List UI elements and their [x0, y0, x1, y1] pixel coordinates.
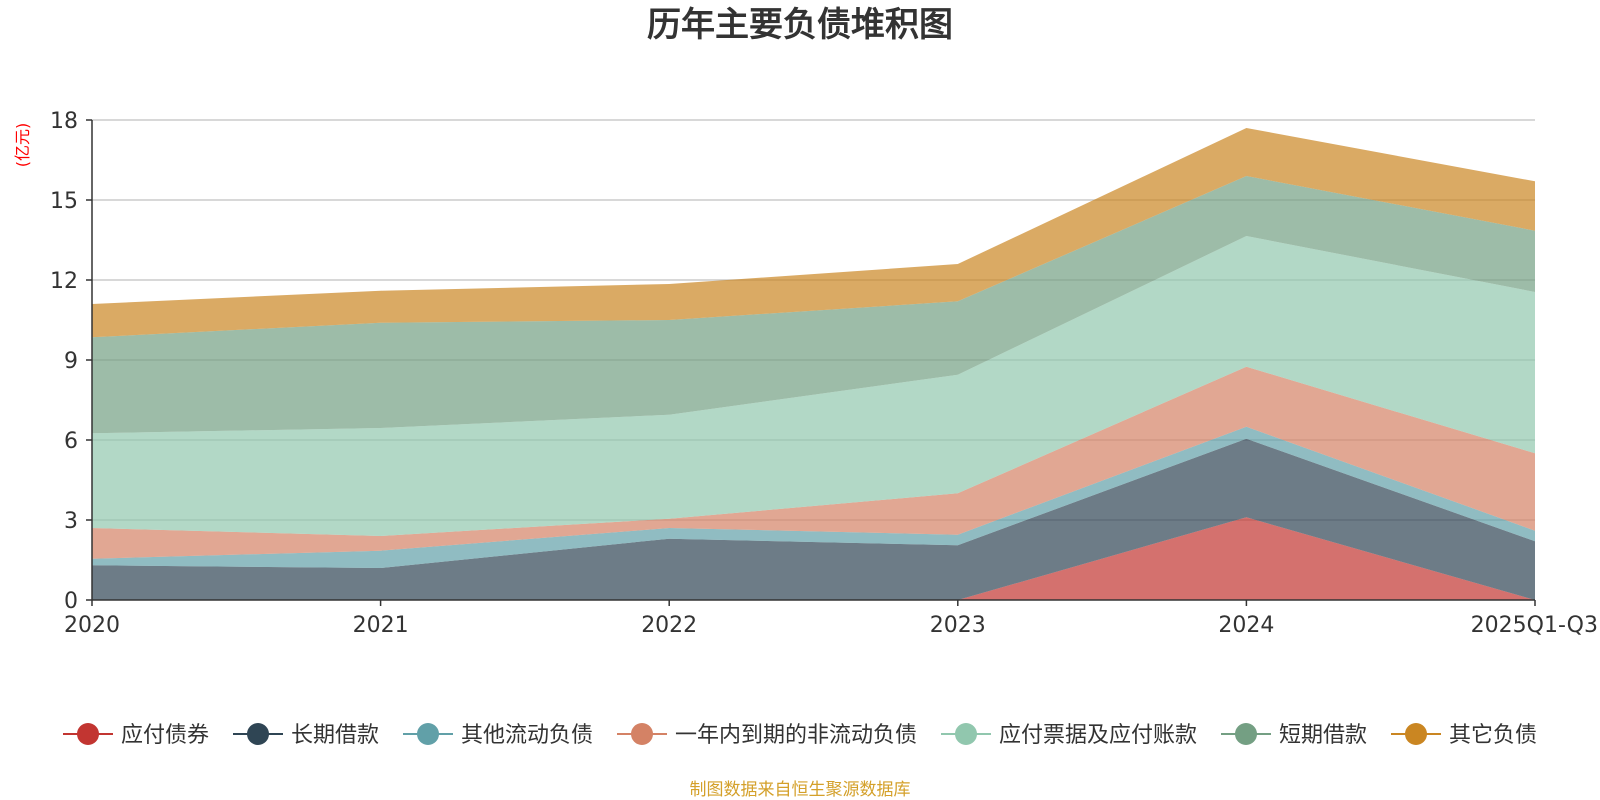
area-series-1: [92, 517, 1535, 600]
y-tick-label: 0: [64, 589, 78, 614]
legend-item[interactable]: 应付票据及应付账款: [941, 723, 1197, 748]
legend-marker: [247, 723, 269, 745]
legend-marker: [631, 723, 653, 745]
x-tick-label: 2022: [641, 613, 697, 638]
x-tick-label: 2020: [64, 613, 120, 638]
y-tick-label: 3: [64, 509, 78, 534]
legend-marker: [417, 723, 439, 745]
area-series-2: [92, 438, 1535, 600]
legend-marker: [1235, 723, 1257, 745]
legend-label: 其他流动负债: [461, 723, 593, 748]
legend-label: 其它负债: [1449, 723, 1537, 748]
legend-item[interactable]: 一年内到期的非流动负债: [617, 723, 917, 748]
source-note: 制图数据来自恒生聚源数据库: [690, 780, 911, 800]
x-tick-label: 2021: [353, 613, 409, 638]
x-tick-label: 2023: [930, 613, 986, 638]
y-tick-label: 6: [64, 429, 78, 454]
legend-label: 应付债券: [121, 723, 209, 748]
legend-item[interactable]: 短期借款: [1221, 723, 1367, 748]
chart-title: 历年主要负债堆积图: [647, 5, 953, 45]
area-series: [92, 128, 1535, 600]
x-tick-label: 2025Q1-Q3: [1471, 613, 1598, 638]
x-axis-ticks: 2020 2021 2022 2023 2024 2025Q1-Q3: [64, 600, 1598, 638]
legend-item[interactable]: 其他流动负债: [403, 723, 593, 748]
legend-item[interactable]: 其它负债: [1391, 723, 1537, 748]
y-axis-ticks: 0 3 6 9 12 15 18: [50, 109, 92, 614]
y-tick-label: 15: [50, 189, 78, 214]
legend-item[interactable]: 长期借款: [233, 723, 379, 748]
legend-label: 短期借款: [1279, 723, 1367, 748]
legend-marker: [955, 723, 977, 745]
legend-label: 长期借款: [291, 723, 379, 748]
y-tick-label: 12: [50, 269, 78, 294]
y-axis-unit-label: (亿元): [13, 123, 32, 168]
area-series-7: [92, 128, 1535, 338]
area-series-5: [92, 236, 1535, 536]
area-series-6: [92, 176, 1535, 434]
legend-marker: [77, 723, 99, 745]
area-series-4: [92, 366, 1535, 559]
y-tick-label: 18: [50, 109, 78, 134]
x-tick-label: 2024: [1218, 613, 1274, 638]
legend: 应付债券 长期借款 其他流动负债 一年内到期的非流动负债 应付票据及应付账款 短期借款 其它…: [63, 723, 1537, 748]
legend-item[interactable]: 应付债券: [63, 723, 209, 748]
y-tick-label: 9: [64, 349, 78, 374]
area-series-3: [92, 426, 1535, 568]
legend-label: 应付票据及应付账款: [999, 723, 1197, 748]
legend-marker: [1405, 723, 1427, 745]
legend-label: 一年内到期的非流动负债: [675, 723, 917, 748]
